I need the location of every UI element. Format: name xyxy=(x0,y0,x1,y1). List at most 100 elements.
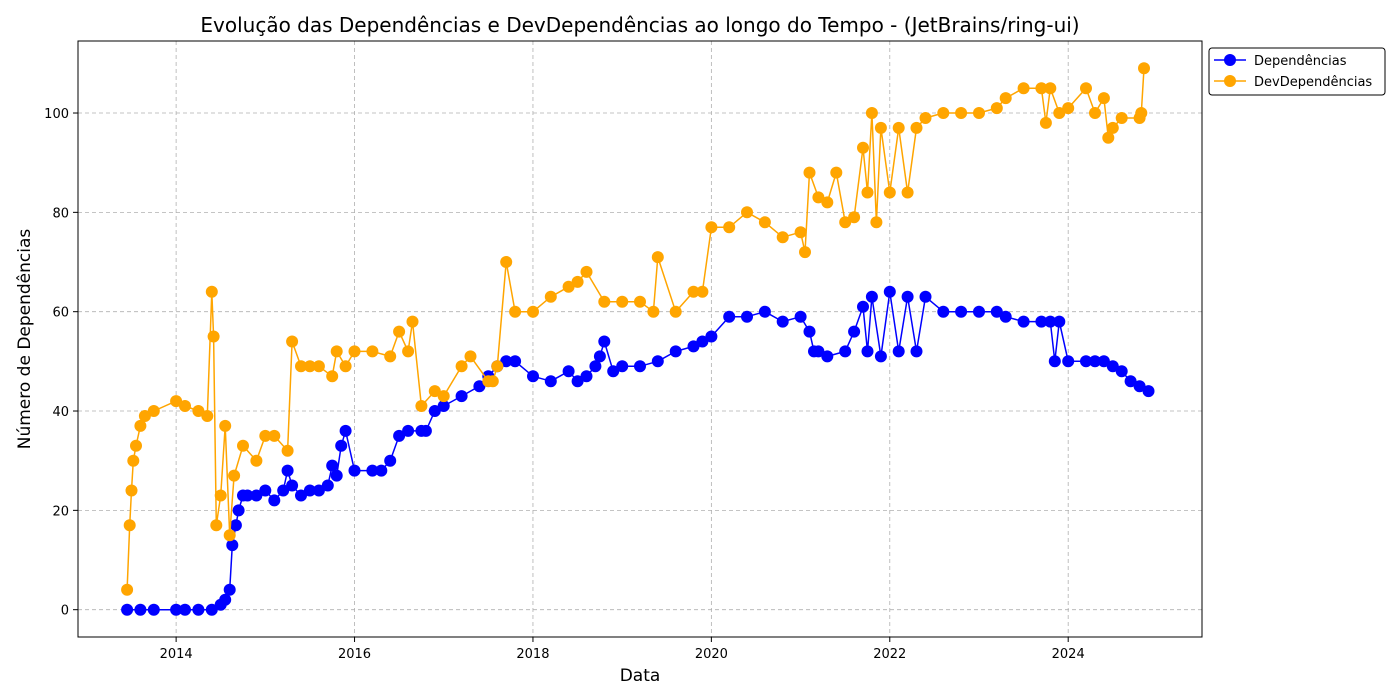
legend: Dependências DevDependências xyxy=(1208,47,1386,96)
data-point xyxy=(207,330,220,343)
data-point xyxy=(861,345,874,358)
data-point xyxy=(393,429,406,442)
data-point xyxy=(705,221,718,234)
data-point xyxy=(473,380,486,393)
data-point xyxy=(973,305,985,318)
data-point xyxy=(651,355,664,368)
legend-label-devdependencias: DevDependências xyxy=(1254,75,1372,90)
data-point xyxy=(330,345,343,358)
data-point xyxy=(955,305,968,318)
data-point xyxy=(348,464,361,477)
data-point xyxy=(348,345,361,358)
data-point xyxy=(616,295,629,308)
plot-series xyxy=(121,62,1155,616)
data-point xyxy=(821,350,834,363)
data-point xyxy=(1048,355,1061,368)
data-point xyxy=(170,603,183,616)
data-point xyxy=(1062,355,1075,368)
data-point xyxy=(226,539,239,552)
data-point xyxy=(1106,360,1119,373)
data-point xyxy=(1124,375,1137,388)
data-point xyxy=(696,335,709,348)
data-point xyxy=(848,325,861,338)
data-point xyxy=(259,484,272,497)
data-point xyxy=(428,385,441,398)
data-point xyxy=(1106,121,1119,134)
data-point xyxy=(250,454,263,467)
data-point xyxy=(192,405,205,417)
data-point xyxy=(170,395,183,408)
data-point xyxy=(616,360,629,373)
data-point xyxy=(509,305,522,318)
data-point xyxy=(999,92,1012,105)
data-point xyxy=(339,360,352,373)
data-point xyxy=(803,325,816,338)
data-point xyxy=(647,305,660,318)
data-point xyxy=(870,216,883,229)
data-point xyxy=(776,231,789,244)
data-point xyxy=(277,484,290,497)
data-point xyxy=(830,166,843,179)
data-point xyxy=(839,345,852,358)
y-tick-label: 60 xyxy=(52,306,69,321)
data-point xyxy=(1044,315,1057,328)
data-point xyxy=(973,107,985,119)
x-axis-ticks: 2014 2016 2018 2020 2022 2024 xyxy=(160,637,1085,662)
data-point xyxy=(205,603,218,616)
y-tick-label: 80 xyxy=(52,206,69,221)
data-point xyxy=(281,444,294,457)
data-point xyxy=(295,489,307,502)
data-point xyxy=(303,484,316,497)
x-tick-label: 2020 xyxy=(695,647,728,662)
data-point xyxy=(865,290,878,303)
data-point xyxy=(147,405,160,417)
data-point xyxy=(326,459,339,472)
data-point xyxy=(857,141,869,154)
data-point xyxy=(857,300,869,313)
data-point xyxy=(527,305,539,318)
data-point xyxy=(303,360,316,373)
data-point xyxy=(607,365,620,378)
series-line xyxy=(126,68,1145,590)
data-point xyxy=(562,280,575,293)
data-point xyxy=(919,290,932,303)
data-point xyxy=(366,345,379,358)
data-point xyxy=(999,310,1012,323)
data-point xyxy=(228,469,241,482)
data-point xyxy=(955,107,968,119)
data-point xyxy=(1089,355,1101,368)
data-point xyxy=(1097,355,1110,368)
data-point xyxy=(232,504,245,517)
data-point xyxy=(486,375,499,388)
data-point xyxy=(179,603,191,616)
data-point xyxy=(1080,355,1092,368)
data-point xyxy=(723,310,736,323)
data-point xyxy=(1044,82,1057,95)
data-point xyxy=(1133,380,1146,393)
data-point xyxy=(812,191,825,204)
y-tick-label: 100 xyxy=(44,107,69,122)
y-tick-label: 20 xyxy=(52,504,69,519)
legend-label-dependencias: Dependências xyxy=(1254,54,1347,69)
data-point xyxy=(123,519,136,532)
data-point xyxy=(330,469,343,482)
data-point xyxy=(1039,116,1052,129)
data-point xyxy=(758,216,771,229)
data-point xyxy=(312,484,325,497)
data-point xyxy=(874,121,887,134)
data-point xyxy=(134,603,147,616)
data-point xyxy=(223,583,236,596)
data-point xyxy=(1089,107,1101,119)
data-point xyxy=(219,419,232,432)
data-point xyxy=(571,275,584,288)
data-point xyxy=(687,285,700,298)
data-point xyxy=(669,345,682,358)
y-tick-label: 40 xyxy=(52,405,69,420)
data-point xyxy=(321,479,334,492)
legend-marker-devdependencias xyxy=(1224,75,1236,87)
x-tick-label: 2014 xyxy=(160,647,193,662)
data-point xyxy=(696,285,709,298)
data-point xyxy=(1097,92,1110,105)
data-point xyxy=(901,290,914,303)
data-point xyxy=(580,370,593,383)
